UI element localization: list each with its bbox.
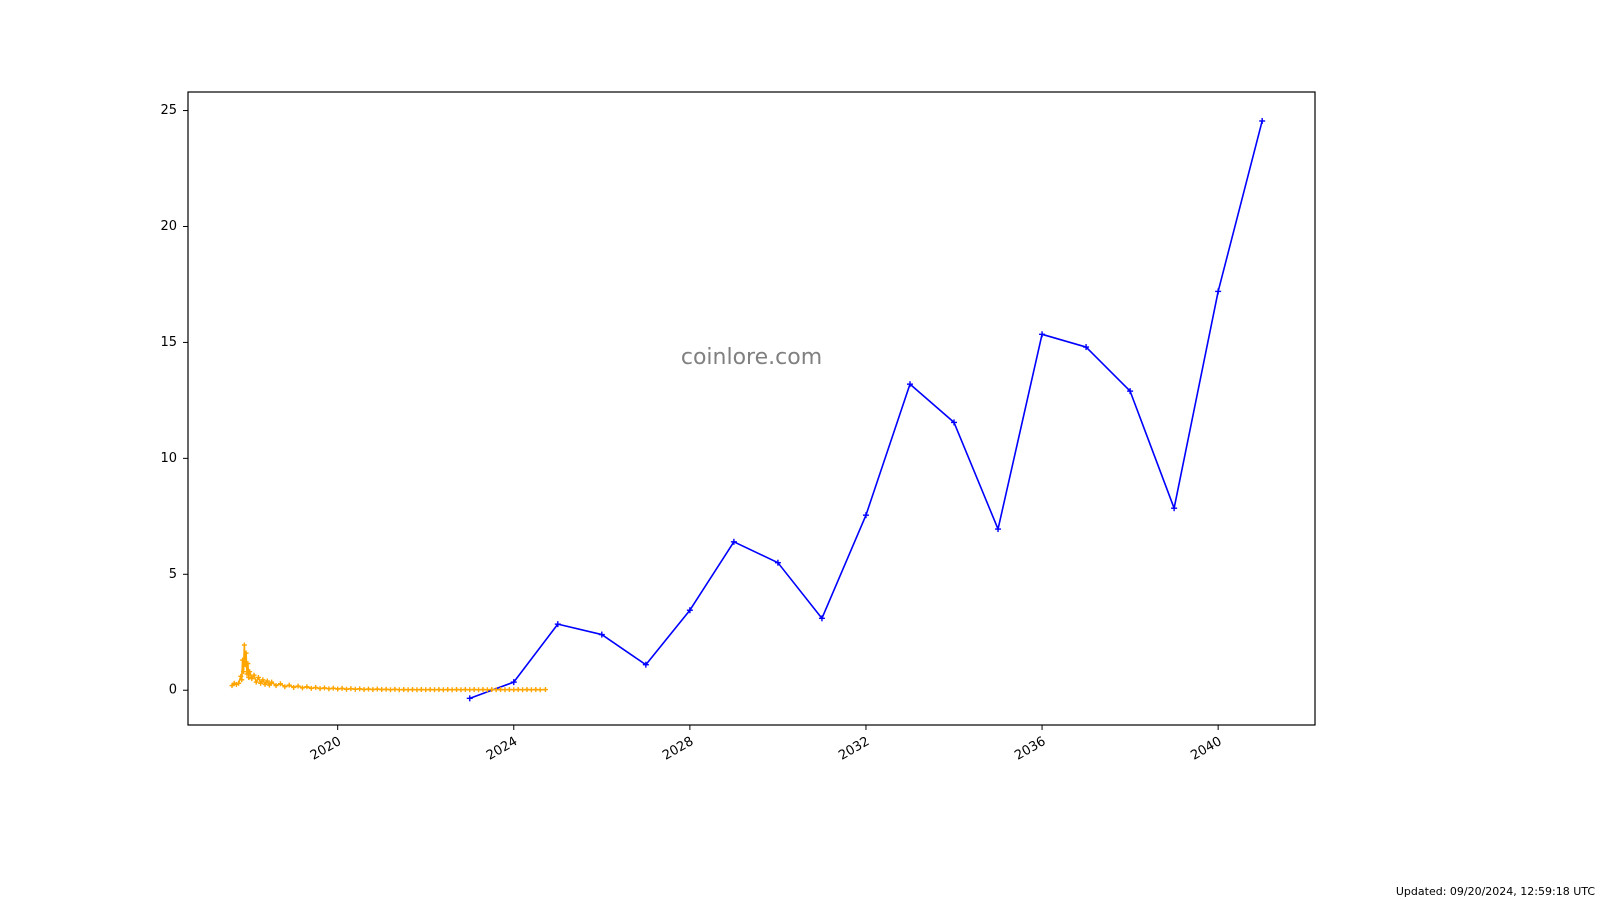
y-tick-label: 5 [169,567,177,582]
y-tick-label: 20 [160,219,177,234]
y-tick-label: 25 [160,103,177,118]
y-tick-label: 15 [160,335,177,350]
chart-container: 0510152025202020242028203220362040coinlo… [0,0,1600,900]
y-tick-label: 10 [160,451,177,466]
watermark-text: coinlore.com [681,345,822,370]
chart-background [0,0,1600,900]
y-tick-label: 0 [169,683,177,698]
chart-svg: 0510152025202020242028203220362040coinlo… [0,0,1600,900]
footer-updated-text: Updated: 09/20/2024, 12:59:18 UTC [1396,885,1595,898]
